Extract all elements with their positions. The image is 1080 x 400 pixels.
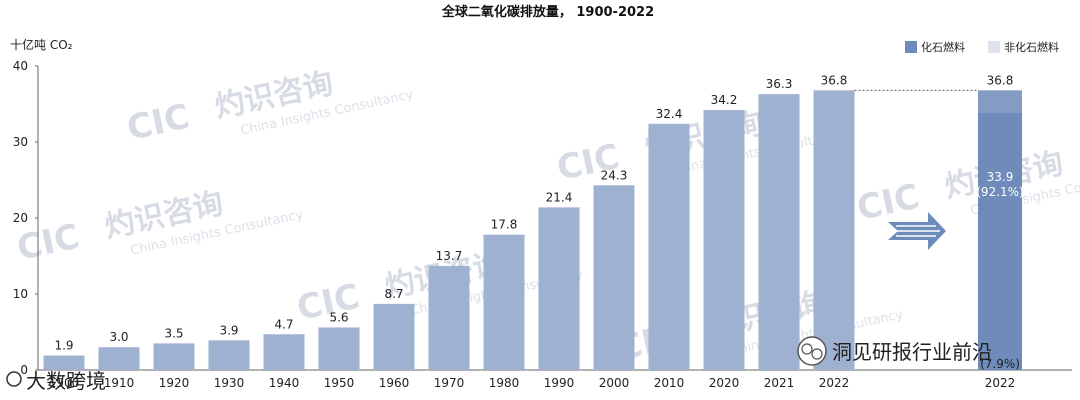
x-tick-label-1980: 1980: [489, 376, 520, 390]
bar-1960: [373, 303, 415, 370]
bar-2000: [593, 185, 635, 370]
breakdown-segment-fossil: [978, 112, 1022, 371]
y-ticks: 0 10 20 30 40: [13, 59, 38, 377]
data-label-2000: 24.3: [601, 168, 628, 182]
legend: 化石燃料 非化石燃料: [905, 40, 1059, 54]
legend-label-fossil: 化石燃料: [921, 40, 965, 54]
bars: 1.9 1900 3.0 1910 3.5 1920 3.9 1930 4.7 1940 5.6 19…: [43, 73, 855, 390]
credit-right: 洞见研报行业前沿: [797, 336, 992, 366]
data-label-1950: 5.6: [329, 310, 348, 324]
x-tick-label-2021: 2021: [764, 376, 795, 390]
legend-swatch-non-fossil: [988, 41, 1000, 53]
bar-1910: [98, 347, 140, 370]
credit-left: 大数跨境: [6, 369, 106, 393]
x-tick-label-1920: 1920: [159, 376, 190, 390]
data-label-2021: 36.3: [766, 77, 793, 91]
breakdown-non-fossil-pct: (7.9%): [980, 357, 1020, 371]
data-label-1930: 3.9: [219, 323, 238, 337]
data-label-1920: 3.5: [164, 326, 183, 340]
x-tick-label-1940: 1940: [269, 376, 300, 390]
y-tick-label: 20: [13, 211, 28, 225]
watermark-logo: CIC: [854, 177, 924, 229]
y-tick-label: 30: [13, 135, 28, 149]
x-tick-label-2022: 2022: [819, 376, 850, 390]
bar-2021: [758, 94, 800, 371]
chart-title: 全球二氧化碳排放量， 1900-2022: [441, 4, 654, 20]
x-tick-label-2010: 2010: [654, 376, 685, 390]
legend-swatch-fossil: [905, 41, 917, 53]
data-label-1990: 21.4: [546, 190, 573, 204]
y-tick-label: 40: [13, 59, 28, 73]
bar-1950: [318, 327, 360, 370]
breakdown-total-label: 36.8: [987, 73, 1014, 87]
y-axis-label: 十亿吨 CO₂: [10, 37, 73, 52]
data-label-1910: 3.0: [109, 330, 128, 344]
x-tick-label-1960: 1960: [379, 376, 410, 390]
credit-left-text: 大数跨境: [26, 369, 106, 393]
legend-label-non-fossil: 非化石燃料: [1004, 40, 1059, 54]
data-label-1940: 4.7: [274, 317, 293, 331]
x-tick-label-2020: 2020: [709, 376, 740, 390]
bar-2010: [648, 123, 690, 370]
breakdown-bar: 36.8 33.9(92.1%) (7.9%) 2022: [854, 73, 1024, 390]
bar-1980: [483, 234, 525, 370]
watermark-logo: CIC: [124, 97, 194, 149]
data-label-2010: 32.4: [656, 107, 683, 121]
x-tick-label-1900: 1900: [49, 376, 80, 390]
x-tick-label-1990: 1990: [544, 376, 575, 390]
copyright-icon: [6, 371, 22, 387]
watermark-logo: CIC: [294, 277, 364, 329]
y-tick-label: 10: [13, 287, 28, 301]
x-tick-label-1950: 1950: [324, 376, 355, 390]
x-tick-label-1910: 1910: [104, 376, 135, 390]
breakdown-fossil-pct: (92.1%): [976, 185, 1023, 199]
data-label-2020: 34.2: [711, 93, 738, 107]
x-tick-label-1930: 1930: [214, 376, 245, 390]
bar-2020: [703, 110, 745, 370]
bar-1940: [263, 334, 305, 370]
arrow-icon: [888, 212, 946, 250]
bar-1930: [208, 340, 250, 370]
x-tick-label-1970: 1970: [434, 376, 465, 390]
y-tick-label: 0: [20, 363, 28, 377]
data-label-1970: 13.7: [436, 249, 463, 263]
bar-2022: [813, 90, 855, 370]
data-label-1960: 8.7: [384, 287, 403, 301]
x-tick-label-2000: 2000: [599, 376, 630, 390]
bar-1900: [43, 355, 85, 370]
bar-1990: [538, 207, 580, 370]
data-label-1900: 1.9: [54, 339, 73, 353]
breakdown-fossil-value: 33.9: [987, 170, 1014, 184]
data-label-1980: 17.8: [491, 218, 518, 232]
bar-1920: [153, 343, 195, 370]
bar-1970: [428, 265, 470, 370]
credit-right-text: 洞见研报行业前沿: [832, 340, 992, 364]
x-tick-label-breakdown: 2022: [985, 376, 1016, 390]
data-label-2022: 36.8: [821, 73, 848, 87]
breakdown-segment-non-fossil: [978, 90, 1022, 113]
